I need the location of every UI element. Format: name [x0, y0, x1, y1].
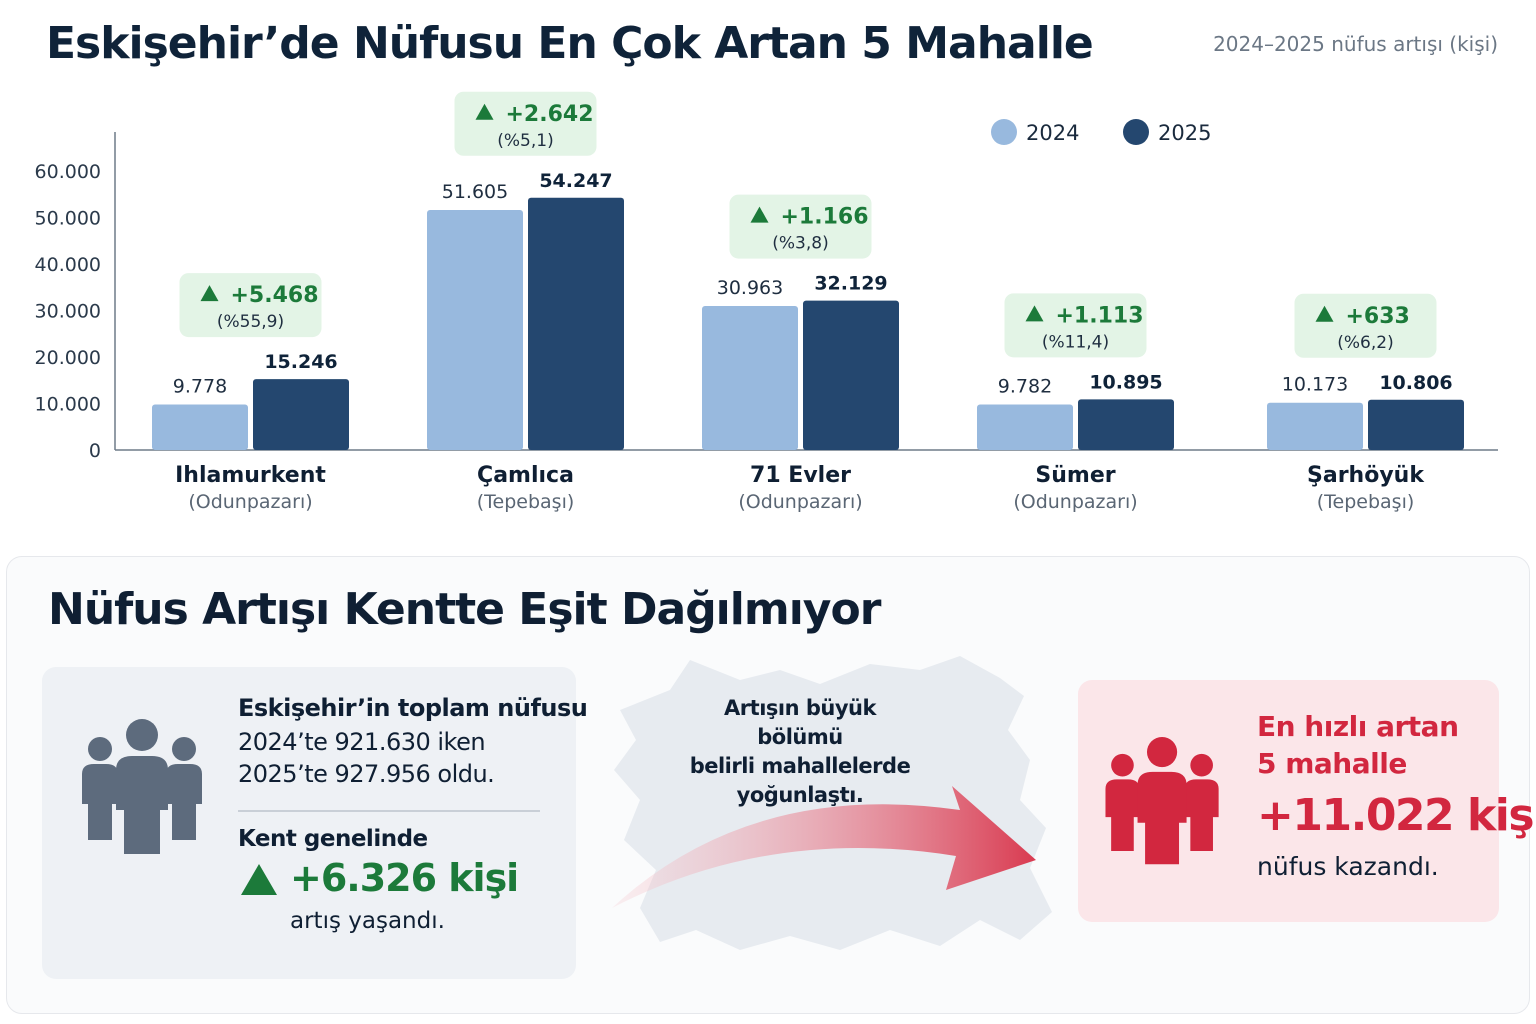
top-five-footer: nüfus kazandı. [1257, 852, 1439, 881]
x-district-label: (Odunpazarı) [1013, 491, 1137, 513]
triangle-up-icon [750, 206, 769, 223]
bar-2024 [702, 306, 798, 450]
change-value: +633 [1346, 304, 1410, 329]
data-label-2025: 15.246 [264, 351, 337, 373]
y-tick-label: 10.000 [35, 394, 101, 416]
change-value: +5.468 [231, 283, 319, 308]
change-value: +1.113 [1056, 303, 1144, 328]
bar-chart: 0 10.000 20.000 30.000 40.000 50.000 60.000 9.7… [35, 91, 1498, 513]
legend-label-2025: 2025 [1158, 121, 1211, 145]
section-title: Nüfus Artışı Kentte Eşit Dağılmıyor [48, 584, 881, 635]
legend-swatch-2024 [991, 119, 1017, 145]
city-increase-value: +6.326 kişi [290, 856, 519, 900]
bar-2025 [528, 197, 624, 450]
data-label-2024: 30.963 [717, 277, 783, 299]
x-district-label: (Tepebaşı) [477, 491, 575, 513]
y-tick-label: 30.000 [35, 301, 101, 323]
change-percent: (%5,1) [497, 131, 553, 151]
data-label-2025: 10.806 [1379, 372, 1452, 394]
bar-2025 [803, 300, 899, 450]
x-category-label: Şarhöyük [1307, 463, 1425, 488]
divider [238, 810, 540, 812]
change-percent: (%11,4) [1042, 332, 1109, 352]
data-label-2025: 32.129 [814, 273, 887, 295]
people-group-icon [1105, 736, 1219, 865]
data-label-2024: 51.605 [442, 181, 508, 203]
chart-subtitle: 2024–2025 nüfus artışı (kişi) [1213, 32, 1498, 56]
city-increase-footer: artış yaşandı. [290, 908, 445, 934]
legend-label-2024: 2024 [1026, 121, 1079, 145]
data-label-2024: 9.778 [173, 376, 227, 398]
bar-2025 [1078, 399, 1174, 450]
x-district-label: (Odunpazarı) [738, 491, 862, 513]
triangle-up-icon [241, 864, 277, 895]
x-category-label: Çamlıca [477, 463, 574, 488]
bar-2024 [427, 210, 523, 450]
data-label-2025: 54.247 [539, 170, 612, 192]
bar-2025 [253, 379, 349, 450]
top-five-heading: En hızlı artan 5 mahalle [1257, 710, 1459, 780]
change-badge [1004, 293, 1147, 358]
eskisehir-map-silhouette [612, 656, 1052, 950]
data-label-2024: 9.782 [998, 376, 1052, 398]
bar-2024 [1267, 402, 1363, 450]
top-five-increase-value: +11.022 kişi [1257, 790, 1536, 841]
city-wide-label: Kent genelinde [238, 826, 428, 852]
triangle-up-icon [1025, 305, 1044, 322]
change-badge [729, 194, 872, 259]
x-category-label: Ihlamurkent [175, 463, 326, 488]
x-district-label: (Tepebaşı) [1317, 491, 1415, 513]
change-percent: (%6,2) [1337, 333, 1393, 353]
total-population-heading: Eskişehir’in toplam nüfusu [238, 694, 588, 722]
change-percent: (%3,8) [772, 234, 828, 254]
change-badge [1294, 293, 1437, 358]
x-district-label: (Odunpazarı) [188, 491, 312, 513]
bar-2024 [977, 404, 1073, 450]
y-tick-label: 20.000 [35, 347, 101, 369]
bar-2025 [1368, 399, 1464, 450]
change-value: +2.642 [506, 102, 594, 127]
triangle-up-icon [200, 285, 219, 302]
bar-2024 [152, 404, 248, 450]
chart-title: Eskişehir’de Nüfusu En Çok Artan 5 Mahal… [46, 18, 1094, 69]
triangle-up-icon [475, 103, 494, 120]
x-category-label: 71 Evler [750, 463, 851, 488]
y-tick-label: 0 [89, 440, 101, 462]
change-value: +1.166 [781, 205, 869, 230]
y-tick-label: 60.000 [35, 161, 101, 183]
y-tick-label: 40.000 [35, 254, 101, 276]
data-label-2025: 10.895 [1089, 371, 1162, 393]
data-label-2024: 10.173 [1282, 374, 1348, 396]
change-percent: (%55,9) [217, 312, 284, 332]
people-group-icon [82, 719, 202, 854]
x-category-label: Sümer [1035, 463, 1115, 488]
population-2024-text: 2024’te 921.630 iken [238, 728, 486, 756]
change-badge [454, 91, 597, 156]
change-badge [179, 273, 322, 338]
triangle-up-icon [1315, 305, 1334, 322]
population-2025-text: 2025’te 927.956 oldu. [238, 760, 495, 788]
legend-swatch-2025 [1123, 119, 1149, 145]
y-tick-label: 50.000 [35, 208, 101, 230]
concentration-text: Artışın büyük bölümü belirli mahallelerd… [689, 696, 911, 807]
